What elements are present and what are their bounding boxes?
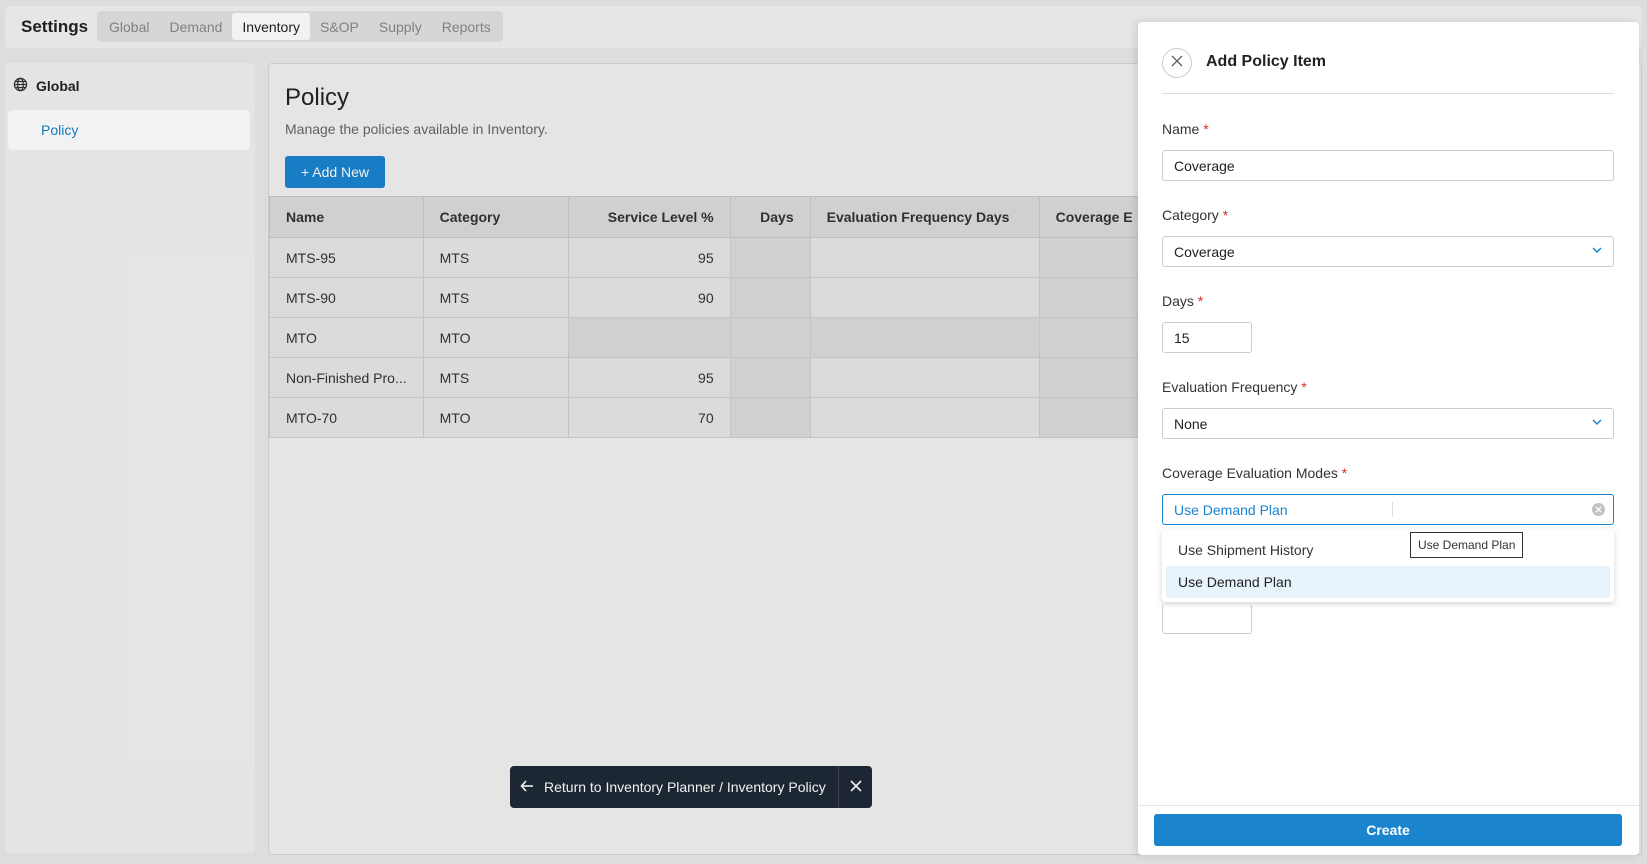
days-value: 15: [1174, 330, 1190, 346]
name-label-text: Name: [1162, 121, 1200, 137]
cell-category: MTO: [422, 317, 569, 358]
coverage-modes-label-text: Coverage Evaluation Modes: [1162, 465, 1338, 481]
cell-name: MTO-70: [269, 397, 424, 438]
column-header-evaluation-frequency[interactable]: Evaluation Frequency Days: [809, 196, 1040, 238]
column-header-category[interactable]: Category: [422, 196, 569, 238]
tab-sop[interactable]: S&OP: [319, 19, 359, 35]
required-mark: *: [1203, 121, 1209, 137]
sidebar-group-label: Global: [36, 78, 80, 94]
policy-table: Name Category Service Level % Days Evalu…: [269, 196, 1190, 438]
cell-evaluation-frequency: [809, 317, 1040, 358]
coverage-modes-select[interactable]: Use Demand Plan: [1162, 494, 1614, 525]
cell-service-level: 95: [567, 357, 731, 398]
sidebar-item-policy[interactable]: Policy: [8, 110, 250, 150]
required-mark: *: [1341, 465, 1348, 481]
column-header-name[interactable]: Name: [269, 196, 424, 238]
table-header-row: Name Category Service Level % Days Evalu…: [269, 196, 1190, 238]
tab-demand[interactable]: Demand: [169, 19, 223, 35]
category-label: Category *: [1162, 207, 1228, 223]
hidden-field-edge: [1162, 604, 1252, 634]
table-row[interactable]: Non-Finished Pro... MTS 95: [269, 357, 1190, 398]
evaluation-frequency-select[interactable]: None: [1162, 408, 1614, 439]
tab-supply[interactable]: Supply: [378, 19, 422, 35]
cell-name: MTS-90: [269, 277, 424, 318]
name-input[interactable]: Coverage: [1162, 150, 1614, 181]
table-row[interactable]: MTS-90 MTS 90: [269, 277, 1190, 318]
column-header-coverage[interactable]: Coverage E: [1038, 196, 1190, 238]
create-button[interactable]: Create: [1154, 814, 1622, 846]
return-link[interactable]: Return to Inventory Planner / Inventory …: [510, 766, 838, 808]
name-label: Name *: [1162, 121, 1209, 137]
clear-icon[interactable]: [1592, 503, 1605, 516]
cell-service-level: [567, 317, 731, 358]
category-value: Coverage: [1174, 244, 1235, 260]
drawer-close-button[interactable]: [1162, 48, 1192, 78]
days-input[interactable]: 15: [1162, 322, 1252, 353]
settings-tabs: Global Demand Inventory S&OP Supply Repo…: [97, 11, 503, 42]
coverage-modes-dropdown: Use Shipment History Use Demand Plan: [1162, 530, 1614, 602]
tab-global[interactable]: Global: [109, 19, 150, 35]
text-caret: [1392, 502, 1393, 517]
cell-days: [729, 317, 811, 358]
cell-days: [729, 277, 811, 318]
divider: [1162, 93, 1614, 94]
close-icon: [1171, 54, 1183, 72]
cell-evaluation-frequency: [809, 237, 1040, 278]
required-mark: *: [1222, 207, 1229, 223]
add-new-button[interactable]: + Add New: [285, 156, 385, 188]
cell-days: [729, 357, 811, 398]
return-toast: Return to Inventory Planner / Inventory …: [510, 766, 872, 808]
sidebar: Global Policy: [5, 63, 255, 853]
cell-category: MTS: [422, 357, 569, 398]
evaluation-frequency-value: None: [1174, 416, 1208, 432]
tooltip: Use Demand Plan: [1410, 532, 1524, 558]
cell-evaluation-frequency: [809, 357, 1040, 398]
column-header-service-level[interactable]: Service Level %: [567, 196, 731, 238]
toast-close-button[interactable]: [838, 766, 872, 808]
close-icon: [849, 779, 862, 795]
name-value: Coverage: [1174, 158, 1235, 174]
coverage-modes-label: Coverage Evaluation Modes *: [1162, 465, 1347, 481]
evaluation-frequency-label-text: Evaluation Frequency: [1162, 379, 1298, 395]
evaluation-frequency-label: Evaluation Frequency *: [1162, 379, 1307, 395]
chevron-down-icon: [1591, 243, 1603, 259]
cell-name: MTS-95: [269, 237, 424, 278]
coverage-modes-value: Use Demand Plan: [1174, 502, 1288, 518]
globe-icon: [13, 77, 28, 95]
app-title: Settings: [21, 17, 89, 36]
option-use-demand-plan[interactable]: Use Demand Plan: [1166, 566, 1610, 598]
cell-category: MTS: [422, 277, 569, 318]
cell-category: MTO: [422, 397, 569, 438]
return-label: Return to Inventory Planner / Inventory …: [544, 779, 826, 795]
drawer-title: Add Policy Item: [1206, 53, 1327, 70]
days-label-text: Days: [1162, 293, 1194, 309]
cell-name: Non-Finished Pro...: [269, 357, 424, 398]
chevron-down-icon: [1591, 415, 1603, 431]
page-title: Policy: [285, 84, 350, 111]
cell-service-level: 70: [567, 397, 731, 438]
column-header-days[interactable]: Days: [729, 196, 811, 238]
sidebar-group-global: Global: [13, 77, 80, 95]
category-select[interactable]: Coverage: [1162, 236, 1614, 267]
tab-reports[interactable]: Reports: [441, 19, 491, 35]
required-mark: *: [1301, 379, 1307, 395]
category-label-text: Category: [1162, 207, 1219, 223]
page-subtitle: Manage the policies available in Invento…: [285, 121, 548, 137]
arrow-left-icon: [520, 779, 534, 796]
add-policy-drawer: Add Policy Item Name * Coverage Category…: [1138, 22, 1639, 855]
cell-service-level: 95: [567, 237, 731, 278]
option-use-shipment-history[interactable]: Use Shipment History: [1178, 542, 1314, 558]
cell-category: MTS: [422, 237, 569, 278]
required-mark: *: [1197, 293, 1204, 309]
drawer-footer: Create: [1138, 805, 1639, 855]
cell-days: [729, 397, 811, 438]
days-label: Days *: [1162, 293, 1203, 309]
tab-inventory[interactable]: Inventory: [232, 13, 310, 40]
